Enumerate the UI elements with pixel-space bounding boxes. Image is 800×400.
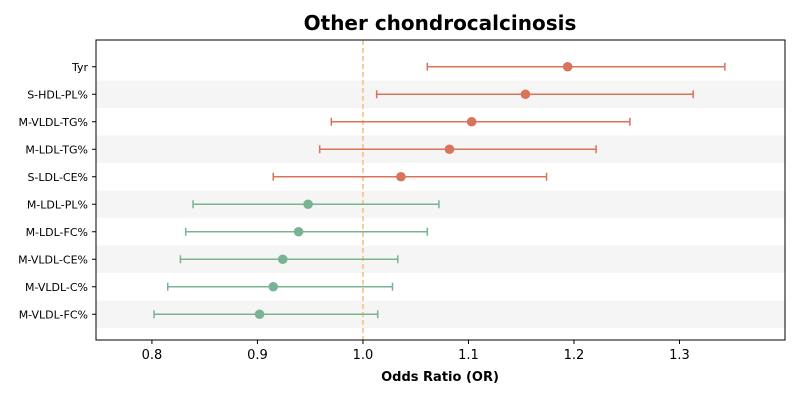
y-tick-label: M-LDL-TG%: [25, 143, 88, 156]
row-8: [166, 281, 394, 292]
y-tick-label: M-VLDL-C%: [25, 281, 88, 294]
y-tick-label: M-LDL-FC%: [26, 226, 88, 239]
x-tick-label: 1.0: [353, 348, 374, 363]
point-estimate: [520, 89, 531, 100]
y-axis-ticks: Tyr S-HDL-PL% M-VLDL-TG% M-LDL-TG% S-LDL-CE%…: [18, 61, 96, 321]
x-axis-ticks: 0.8 0.9 1.0 1.1 1.2 1.3: [142, 340, 690, 363]
row-0: [426, 61, 726, 72]
row-4: [272, 171, 548, 182]
row-2: [330, 116, 631, 127]
point-estimate: [277, 254, 288, 265]
y-tick-label: M-LDL-PL%: [27, 198, 88, 211]
point-estimate: [466, 116, 477, 127]
point-estimate: [254, 309, 265, 320]
row-6: [184, 226, 429, 237]
point-estimate: [268, 281, 279, 292]
plot-frame: [95, 39, 786, 341]
x-tick-label: 1.3: [669, 348, 690, 363]
data-marks: [153, 61, 726, 320]
y-tick-label: Tyr: [71, 61, 89, 74]
x-tick-label: 0.8: [142, 348, 163, 363]
point-estimate: [396, 171, 406, 182]
point-estimate: [293, 226, 304, 237]
row-1: [375, 89, 694, 100]
y-tick-label: M-VLDL-TG%: [18, 116, 88, 129]
y-tick-label: S-LDL-CE%: [27, 171, 88, 184]
row-3: [318, 144, 597, 155]
row-7: [179, 254, 399, 265]
x-axis-label: Odds Ratio (OR): [381, 370, 499, 385]
point-estimate: [444, 144, 455, 155]
y-tick-label: M-VLDL-FC%: [19, 308, 88, 321]
x-tick-label: 1.1: [458, 348, 479, 363]
x-tick-label: 1.2: [564, 348, 585, 363]
point-estimate: [562, 61, 573, 72]
row-5: [192, 199, 440, 210]
y-tick-label: M-VLDL-CE%: [18, 253, 88, 266]
x-tick-label: 0.9: [247, 348, 268, 363]
point-estimate: [303, 199, 313, 210]
row-9: [153, 309, 379, 320]
chart-title: Other chondrocalcinosis: [304, 11, 577, 35]
y-tick-label: S-HDL-PL%: [27, 88, 88, 101]
